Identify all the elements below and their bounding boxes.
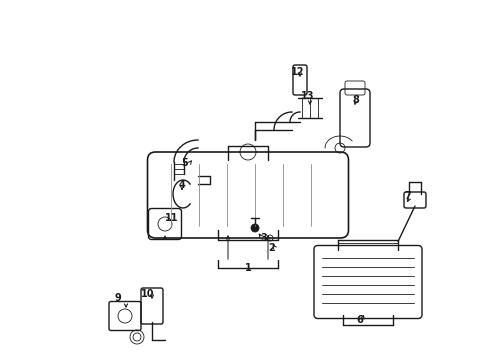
Text: 2: 2 (269, 243, 275, 253)
Text: 5: 5 (182, 158, 188, 168)
Text: 10: 10 (141, 289, 155, 299)
Text: 9: 9 (115, 293, 122, 303)
Text: 7: 7 (405, 191, 412, 201)
Text: 8: 8 (353, 95, 360, 105)
Text: 4: 4 (179, 180, 185, 190)
Text: 12: 12 (291, 67, 305, 77)
Text: 1: 1 (245, 263, 251, 273)
Text: 13: 13 (301, 91, 315, 101)
Text: 6: 6 (357, 315, 364, 325)
Text: 3: 3 (261, 233, 268, 243)
Circle shape (251, 224, 259, 232)
Text: 11: 11 (165, 213, 179, 223)
